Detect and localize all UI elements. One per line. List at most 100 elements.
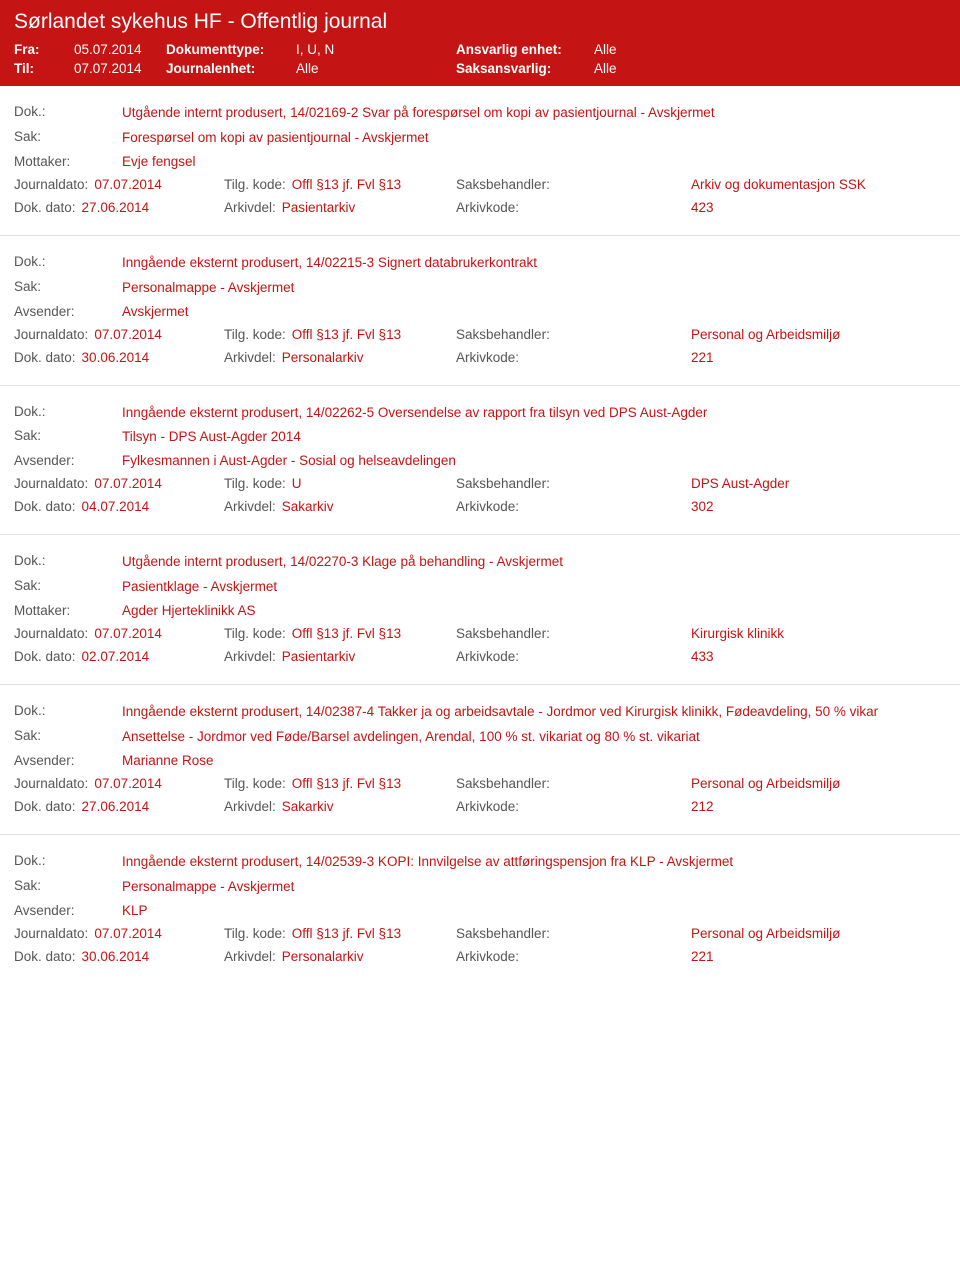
sak-label: Sak: (14, 428, 122, 447)
journaldato-value: 07.07.2014 (94, 177, 162, 192)
saksbehandler-label: Saksbehandler: (456, 776, 550, 791)
dokdato-value: 30.06.2014 (82, 350, 150, 365)
arkivkode-label: Arkivkode: (456, 649, 519, 664)
tilgkode-value: Offl §13 jf. Fvl §13 (292, 626, 401, 641)
ansvarlig-enhet-label: Ansvarlig enhet: (456, 42, 594, 57)
journal-entry: Dok.: Inngående eksternt produsert, 14/0… (0, 385, 960, 535)
sak-label: Sak: (14, 728, 122, 747)
saksbehandler-value: DPS Aust-Agder (691, 476, 789, 491)
dokdato-label: Dok. dato: (14, 350, 76, 365)
party-label: Avsender: (14, 753, 122, 768)
arkivkode-label: Arkivkode: (456, 499, 519, 514)
arkivdel-value: Sakarkiv (282, 499, 334, 514)
ansvarlig-enhet-value: Alle (594, 42, 617, 57)
arkivkode-value: 212 (691, 799, 714, 814)
journaldato-label: Journaldato: (14, 327, 88, 342)
dok-value: Utgående internt produsert, 14/02270-3 K… (122, 553, 946, 572)
journaldato-label: Journaldato: (14, 926, 88, 941)
dokdato-value: 30.06.2014 (82, 949, 150, 964)
journalenhet-label: Journalenhet: (166, 61, 296, 76)
journal-entry: Dok.: Inngående eksternt produsert, 14/0… (0, 834, 960, 984)
page-header: Sørlandet sykehus HF - Offentlig journal… (0, 0, 960, 86)
dokdato-label: Dok. dato: (14, 200, 76, 215)
saksbehandler-label: Saksbehandler: (456, 476, 550, 491)
dok-label: Dok.: (14, 254, 122, 273)
fra-label: Fra: (14, 42, 74, 57)
arkivkode-value: 302 (691, 499, 714, 514)
tilgkode-value: U (292, 476, 302, 491)
sak-value: Pasientklage - Avskjermet (122, 578, 946, 597)
dokumenttype-label: Dokumenttype: (166, 42, 296, 57)
sak-value: Tilsyn - DPS Aust-Agder 2014 (122, 428, 946, 447)
party-value: Agder Hjerteklinikk AS (122, 603, 946, 618)
journaldato-label: Journaldato: (14, 626, 88, 641)
party-value: KLP (122, 903, 946, 918)
saksbehandler-label: Saksbehandler: (456, 626, 550, 641)
sak-label: Sak: (14, 279, 122, 298)
tilgkode-value: Offl §13 jf. Fvl §13 (292, 327, 401, 342)
dok-value: Inngående eksternt produsert, 14/02387-4… (122, 703, 946, 722)
saksbehandler-label: Saksbehandler: (456, 177, 550, 192)
dok-label: Dok.: (14, 104, 122, 123)
arkivkode-value: 221 (691, 949, 714, 964)
dokumenttype-value: I, U, N (296, 42, 456, 57)
saksbehandler-value: Arkiv og dokumentasjon SSK (691, 177, 866, 192)
journal-entry: Dok.: Inngående eksternt produsert, 14/0… (0, 235, 960, 385)
dokdato-label: Dok. dato: (14, 499, 76, 514)
journaldato-label: Journaldato: (14, 177, 88, 192)
journaldato-value: 07.07.2014 (94, 926, 162, 941)
arkivkode-label: Arkivkode: (456, 799, 519, 814)
saksbehandler-value: Personal og Arbeidsmiljø (691, 776, 840, 791)
party-label: Mottaker: (14, 154, 122, 169)
journal-entry: Dok.: Inngående eksternt produsert, 14/0… (0, 684, 960, 834)
sak-label: Sak: (14, 129, 122, 148)
filter-row-1: Fra: 05.07.2014 Dokumenttype: I, U, N An… (14, 40, 946, 59)
journal-entry: Dok.: Utgående internt produsert, 14/022… (0, 534, 960, 684)
entries-list: Dok.: Utgående internt produsert, 14/021… (0, 86, 960, 984)
saksansvarlig-label: Saksansvarlig: (456, 61, 594, 76)
tilgkode-label: Tilg. kode: (224, 626, 286, 641)
dok-label: Dok.: (14, 404, 122, 423)
tilgkode-label: Tilg. kode: (224, 776, 286, 791)
party-value: Marianne Rose (122, 753, 946, 768)
dokdato-value: 02.07.2014 (82, 649, 150, 664)
arkivdel-label: Arkivdel: (224, 499, 276, 514)
arkivkode-label: Arkivkode: (456, 949, 519, 964)
arkivkode-label: Arkivkode: (456, 200, 519, 215)
dokdato-value: 27.06.2014 (82, 799, 150, 814)
journaldato-value: 07.07.2014 (94, 476, 162, 491)
party-value: Fylkesmannen i Aust-Agder - Sosial og he… (122, 453, 946, 468)
dokdato-value: 27.06.2014 (82, 200, 150, 215)
journalenhet-value: Alle (296, 61, 456, 76)
dok-value: Inngående eksternt produsert, 14/02539-3… (122, 853, 946, 872)
arkivdel-value: Personalarkiv (282, 350, 364, 365)
journaldato-label: Journaldato: (14, 476, 88, 491)
journaldato-value: 07.07.2014 (94, 626, 162, 641)
party-value: Evje fengsel (122, 154, 946, 169)
dokdato-label: Dok. dato: (14, 649, 76, 664)
sak-value: Personalmappe - Avskjermet (122, 878, 946, 897)
sak-label: Sak: (14, 878, 122, 897)
party-value: Avskjermet (122, 304, 946, 319)
dok-value: Utgående internt produsert, 14/02169-2 S… (122, 104, 946, 123)
dok-value: Inngående eksternt produsert, 14/02215-3… (122, 254, 946, 273)
tilgkode-value: Offl §13 jf. Fvl §13 (292, 776, 401, 791)
arkivdel-label: Arkivdel: (224, 200, 276, 215)
fra-value: 05.07.2014 (74, 42, 166, 57)
til-label: Til: (14, 61, 74, 76)
journal-entry: Dok.: Utgående internt produsert, 14/021… (0, 86, 960, 235)
dokdato-label: Dok. dato: (14, 799, 76, 814)
arkivkode-label: Arkivkode: (456, 350, 519, 365)
filter-row-2: Til: 07.07.2014 Journalenhet: Alle Saksa… (14, 59, 946, 78)
til-value: 07.07.2014 (74, 61, 166, 76)
saksbehandler-value: Kirurgisk klinikk (691, 626, 784, 641)
tilgkode-label: Tilg. kode: (224, 177, 286, 192)
tilgkode-value: Offl §13 jf. Fvl §13 (292, 177, 401, 192)
sak-value: Ansettelse - Jordmor ved Føde/Barsel avd… (122, 728, 946, 747)
arkivdel-value: Pasientarkiv (282, 649, 356, 664)
journaldato-label: Journaldato: (14, 776, 88, 791)
saksbehandler-value: Personal og Arbeidsmiljø (691, 327, 840, 342)
dokdato-label: Dok. dato: (14, 949, 76, 964)
party-label: Avsender: (14, 903, 122, 918)
arkivdel-value: Sakarkiv (282, 799, 334, 814)
